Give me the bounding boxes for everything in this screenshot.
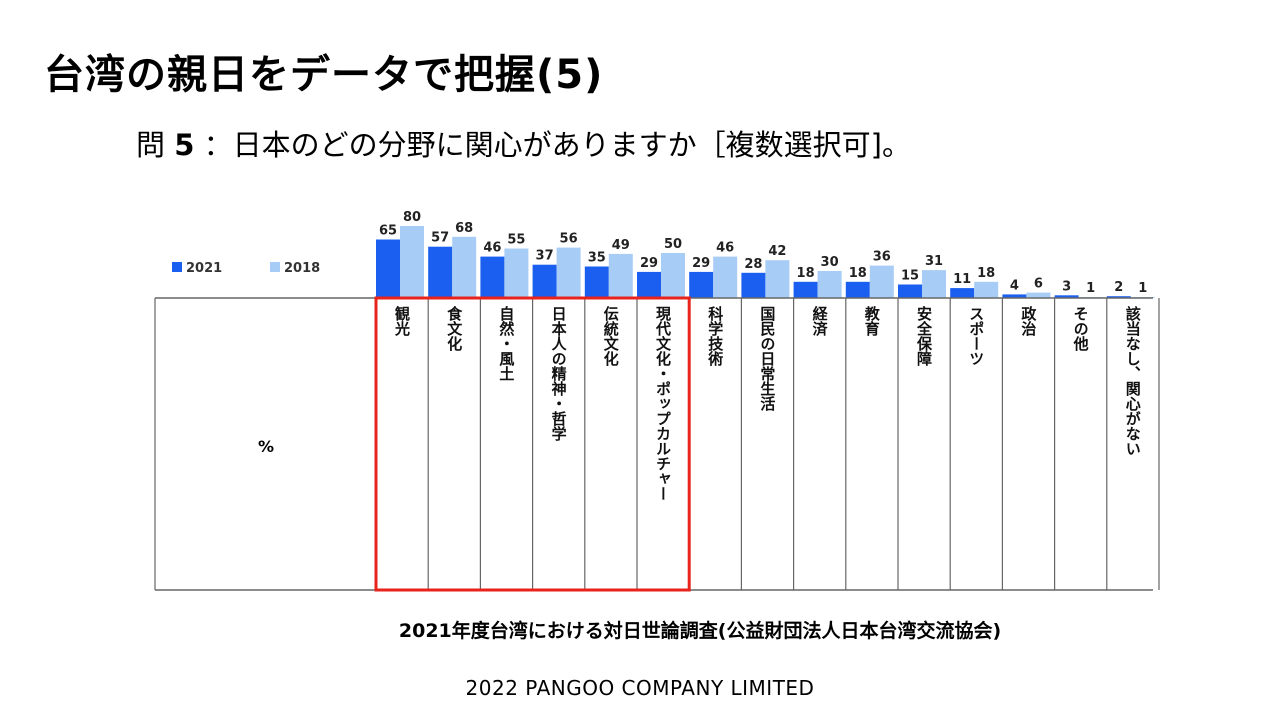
value-label-2021-6: 29 (640, 256, 658, 271)
bar-2021-15 (1106, 296, 1131, 298)
category-label-1: 観光 (393, 305, 411, 337)
bar-2021-4 (532, 264, 557, 298)
footer-copyright: 2022 PANGOO COMPANY LIMITED (465, 676, 815, 700)
value-label-2018-15: 1 (1138, 281, 1147, 296)
chart-legend: 2021 2018 (172, 261, 320, 276)
bar-2021-10 (845, 281, 870, 298)
category-label-8: 国民の日常生活 (758, 306, 776, 412)
value-label-2018-5: 49 (612, 238, 630, 253)
bar-2018-8 (765, 260, 790, 298)
category-label-15: 該当なし、関心がない (1124, 305, 1142, 456)
slide-title: 台湾の親日をデータで把握(5) (44, 52, 604, 98)
value-label-2018-8: 42 (768, 244, 786, 259)
category-label-5: 伝統文化 (602, 305, 620, 366)
legend-label-2021: 2021 (186, 261, 222, 276)
value-label-2021-7: 29 (692, 256, 710, 271)
value-label-2021-4: 37 (536, 249, 554, 264)
bar-2021-8 (741, 272, 766, 298)
bar-2021-1 (376, 239, 400, 298)
category-label-10: 教育 (863, 305, 881, 337)
source-caption: 2021年度台湾における対日世論調査(公益財団法人日本台湾交流協会) (398, 620, 1002, 642)
category-label-6: 現代文化・ポップカルチャー (654, 306, 672, 501)
value-label-2021-8: 28 (744, 257, 762, 272)
bar-2018-3 (504, 248, 529, 298)
question-number: 5 (174, 128, 195, 162)
chart-bars (376, 226, 1155, 298)
highlight-box (374, 296, 691, 592)
value-label-2021-2: 57 (431, 231, 449, 246)
bar-2018-10 (869, 265, 894, 298)
question-text: ：日本のどの分野に関心がありますか［複数選択可]。 (203, 128, 911, 162)
bar-2021-7 (689, 271, 714, 298)
bar-2018-9 (817, 271, 842, 298)
legend-swatch-2021 (172, 262, 182, 272)
category-label-9: 経済 (811, 305, 829, 337)
survey-question: 問 5 ：日本のどの分野に関心がありますか［複数選択可]。 (136, 122, 911, 164)
bar-2021-9 (793, 281, 818, 298)
value-label-2021-15: 2 (1114, 280, 1123, 295)
value-label-2018-7: 46 (716, 241, 734, 256)
value-label-2018-11: 31 (925, 254, 943, 269)
bar-2021-3 (480, 256, 505, 298)
bar-2021-2 (428, 246, 453, 298)
value-label-2018-1: 80 (403, 210, 421, 225)
bar-2018-5 (608, 253, 633, 298)
bar-2021-13 (1002, 294, 1027, 298)
category-label-4: 日本人の精神・哲学 (550, 306, 568, 442)
value-label-2021-12: 11 (953, 272, 971, 287)
chart-value-labels: 6580576846553756354929502946284218301836… (379, 210, 1147, 296)
chart-category-labels: 観光 食文化 自然・風土 日本人の精神・哲学 伝統文化 現代文化・ポップカルチャー 科学技術… (393, 305, 1142, 501)
legend-label-2018: 2018 (284, 261, 320, 276)
category-label-12: スポーツ (967, 306, 985, 366)
category-label-13: 政治 (1019, 305, 1037, 337)
value-label-2018-12: 18 (977, 266, 995, 281)
value-label-2021-9: 18 (797, 266, 815, 281)
value-label-2021-13: 4 (1010, 278, 1019, 293)
value-label-2021-10: 18 (849, 266, 867, 281)
bar-2021-14 (1054, 295, 1079, 298)
value-label-2021-1: 65 (379, 224, 397, 239)
value-label-2018-4: 56 (560, 232, 578, 247)
category-label-7: 科学技術 (706, 305, 724, 367)
bar-2021-6 (637, 271, 661, 298)
value-label-2021-14: 3 (1062, 279, 1071, 294)
value-label-2018-3: 55 (507, 233, 525, 248)
category-label-2: 食文化 (445, 305, 463, 351)
category-label-11: 安全保障 (915, 305, 933, 367)
value-label-2018-6: 50 (664, 237, 682, 252)
bar-2018-4 (556, 247, 581, 298)
value-label-2018-13: 6 (1034, 277, 1043, 292)
value-label-2018-9: 30 (821, 255, 839, 270)
legend-swatch-2018 (270, 262, 280, 272)
bar-2021-12 (950, 288, 975, 298)
bar-2018-1 (400, 226, 424, 298)
category-label-14: その他 (1072, 306, 1090, 352)
bar-2018-6 (661, 253, 685, 298)
bar-2021-5 (584, 266, 609, 298)
unit-label: % (258, 437, 274, 456)
bar-2018-2 (452, 236, 477, 298)
value-label-2018-2: 68 (455, 221, 473, 236)
bar-2018-12 (974, 281, 999, 298)
value-label-2021-11: 15 (901, 269, 919, 284)
value-label-2021-5: 35 (588, 251, 606, 266)
value-label-2018-10: 36 (873, 250, 891, 265)
bar-2018-11 (922, 270, 946, 298)
question-prefix: 問 (136, 128, 166, 162)
bar-2021-11 (898, 284, 922, 298)
value-label-2018-14: 1 (1086, 281, 1095, 296)
value-label-2021-3: 46 (483, 241, 501, 256)
bar-2018-7 (713, 256, 738, 298)
category-label-3: 自然・風土 (497, 305, 515, 381)
bar-2018-13 (1026, 292, 1051, 298)
